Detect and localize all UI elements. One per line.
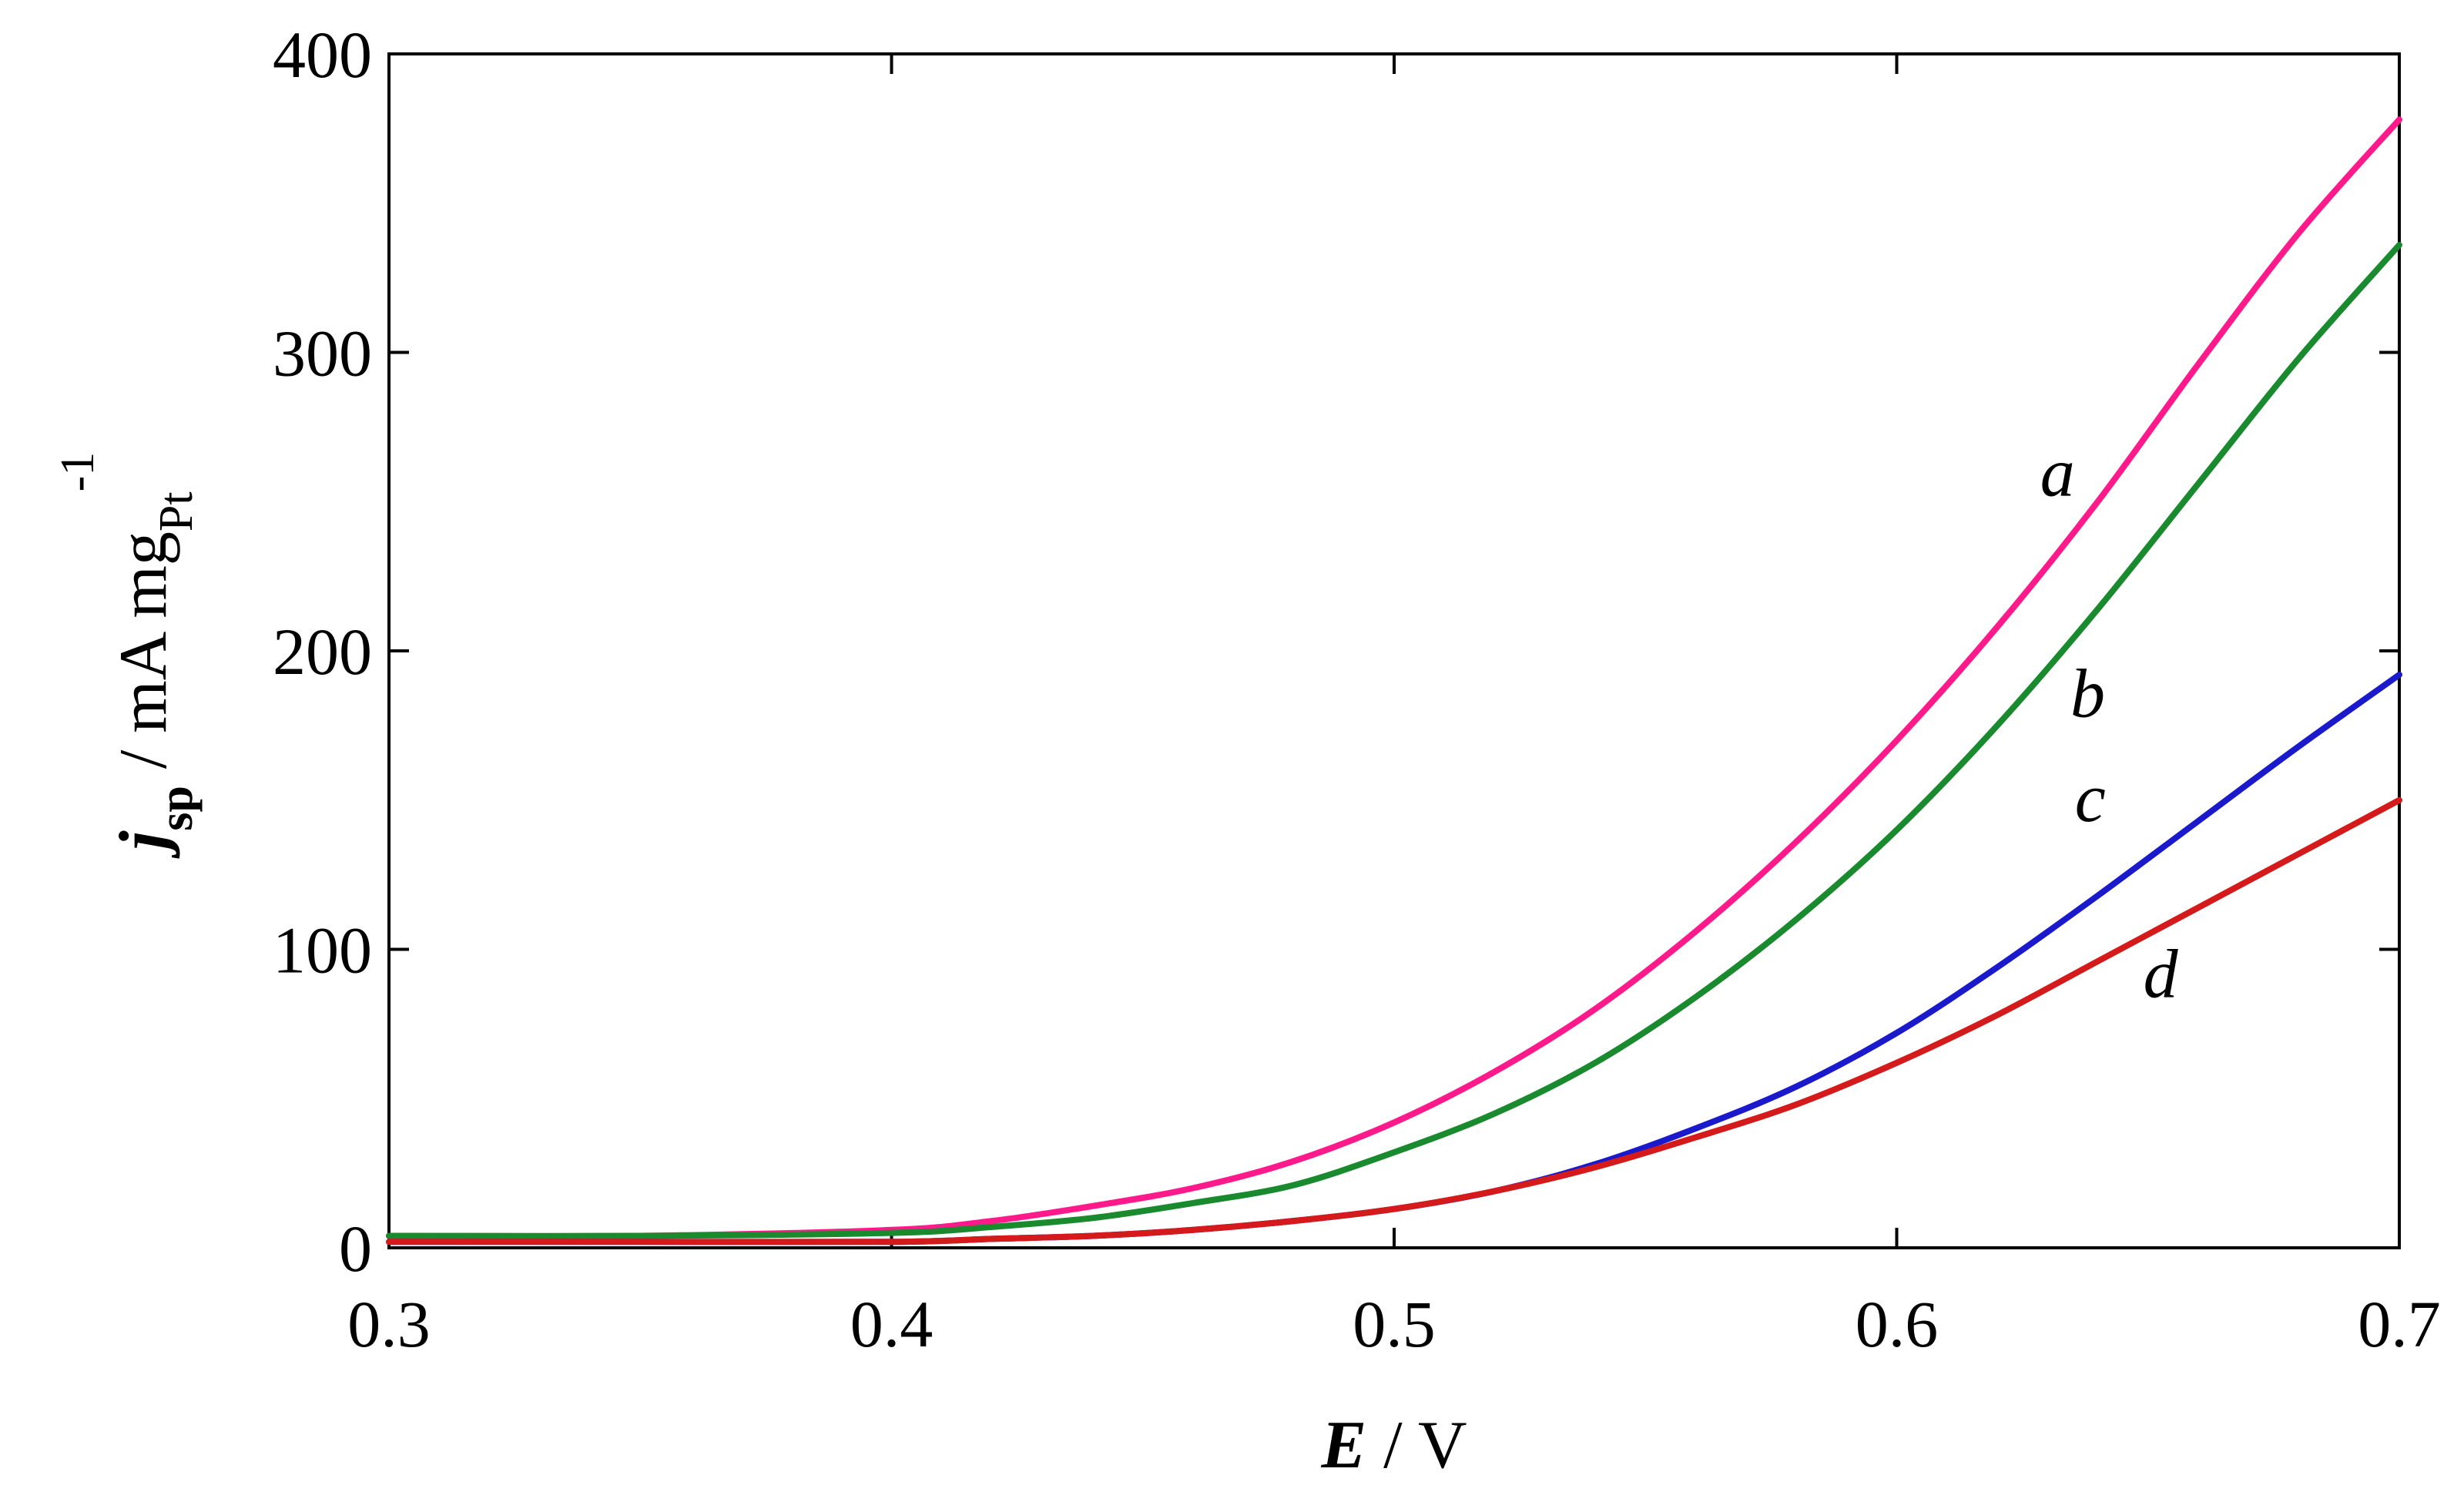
y-tick-label: 400 xyxy=(273,18,372,92)
y-axis-symbol: j xyxy=(106,830,181,859)
y-tick-label: 100 xyxy=(273,914,372,987)
y-axis-unit-sub: Pt xyxy=(150,491,203,531)
curve-label-b: b xyxy=(2070,655,2105,732)
y-tick-label: 300 xyxy=(273,317,372,391)
x-tick-label: 0.4 xyxy=(850,1287,934,1361)
series-line-a xyxy=(386,116,2402,1240)
curve-label-d: d xyxy=(2144,937,2179,1013)
x-tick-label: 0.5 xyxy=(1353,1287,1436,1361)
x-tick-label: 0.6 xyxy=(1856,1287,1939,1361)
y-tick-label: 0 xyxy=(339,1212,372,1286)
series-line-d xyxy=(386,796,2402,1246)
ticks-layer: 0.3 0.4 0.5 0.6 0.7 0 100 200 300 400 xyxy=(273,18,2441,1361)
series-layer xyxy=(386,116,2402,1246)
series-line-b xyxy=(386,242,2402,1239)
y-axis-symbol-sub: sp xyxy=(150,786,203,831)
annotation-layer: a bc d xyxy=(2040,435,2179,1013)
curve-label-a: a xyxy=(2040,435,2075,511)
plot-frame xyxy=(387,52,2401,1249)
x-tick-label: 0.3 xyxy=(347,1287,431,1361)
y-tick-label: 200 xyxy=(273,615,372,689)
y-axis-unit: / mA mg xyxy=(106,531,181,786)
x-axis-unit: / V xyxy=(1366,1408,1467,1483)
x-axis-label: E / V xyxy=(1320,1408,1467,1483)
y-axis-unit-sup: -1 xyxy=(52,452,104,492)
curve-label-c: c xyxy=(2075,760,2106,836)
x-axis-symbol: E xyxy=(1320,1408,1366,1483)
x-tick-label: 0.7 xyxy=(2358,1287,2441,1361)
y-axis-label: jsp / mA mgPt -1 xyxy=(52,452,203,859)
